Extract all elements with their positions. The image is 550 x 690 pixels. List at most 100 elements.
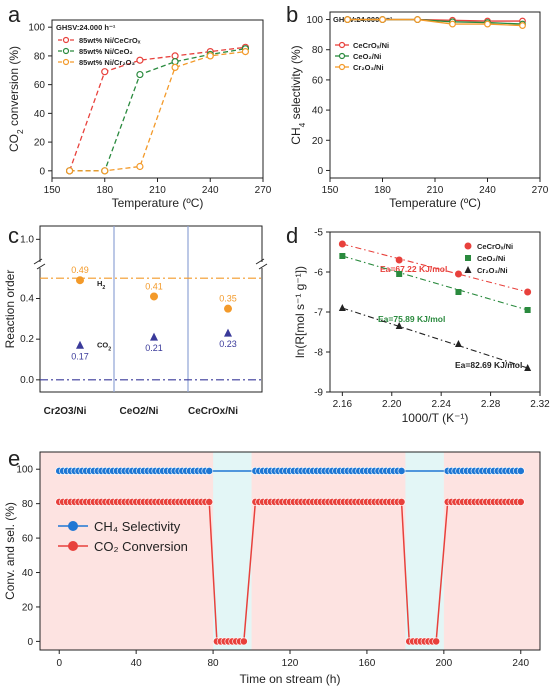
data-point (150, 292, 158, 301)
data-point (454, 270, 462, 278)
x-tick-label: 2.24 (431, 399, 451, 410)
x-tick-label: 200 (436, 658, 453, 669)
x-tick-label: 270 (532, 185, 549, 196)
y-axis-title: Reaction order (3, 270, 17, 349)
x-tick-label: 0 (56, 658, 62, 669)
label-part: CO (97, 340, 108, 349)
y-axis-title: CH4 selectivity (%) (289, 45, 307, 144)
y-tick-label: 40 (312, 106, 324, 117)
x-axis-title: 1000/T (K⁻¹) (402, 411, 469, 425)
y-tick-label: 60 (34, 80, 46, 91)
x-tick-label: 210 (427, 185, 444, 196)
panel-e: e 0 40 80 120 160 200 240 0 20 40 60 80 100 Time on st… (3, 446, 541, 686)
fit-line (342, 243, 528, 293)
y-tick-label: -5 (314, 228, 323, 239)
background-shade (40, 452, 540, 650)
data-point (171, 63, 179, 72)
y-tick-label: 20 (312, 136, 324, 147)
label-part: CH (289, 127, 303, 144)
data-point (239, 637, 248, 646)
label-part: 4 (297, 122, 307, 127)
fit-line (342, 255, 528, 311)
data-point (516, 467, 525, 475)
value-label: 0.35 (219, 294, 237, 304)
x-tick-label: 210 (149, 185, 166, 196)
value-label: 0.49 (71, 265, 89, 275)
data-point (524, 288, 532, 296)
legend-marker (465, 255, 471, 261)
series-line (347, 18, 523, 27)
category-label: CeCrOx/Ni (188, 406, 238, 417)
label-part: H (97, 279, 102, 288)
plot-frame (39, 225, 263, 393)
data-point (455, 289, 462, 295)
panel-letter-d: d (286, 223, 298, 248)
y-tick-label: 80 (34, 51, 46, 62)
plot-frame (329, 11, 541, 179)
y-tick-label: -6 (314, 268, 323, 279)
y-tick-label: -8 (314, 348, 323, 359)
data-point (101, 167, 109, 175)
series-label: H2 (97, 279, 105, 291)
legend-label: CeO₂/Ni (353, 52, 381, 61)
legend-marker (68, 521, 78, 531)
legend-label: Cr₂O₃/Ni (353, 63, 384, 72)
x-axis-title: Temperature (ºC) (112, 196, 204, 210)
data-point (516, 498, 525, 506)
panel-b: b 150 180 210 240 270 0 20 40 60 80 100 Temperature … (286, 2, 549, 210)
y-tick-label: 0.2 (20, 334, 34, 345)
y-tick-label: 100 (306, 15, 323, 26)
x-tick-label: 2.16 (333, 399, 353, 410)
data-point (205, 467, 214, 475)
panel-letter-a: a (8, 2, 21, 27)
data-point (224, 328, 232, 337)
data-point (136, 70, 144, 79)
data-point (395, 256, 403, 264)
axis-break-mark (255, 258, 265, 265)
panel-d: d 2.16 2.20 2.24 2.28 2.32 -9 -8 -7 -6 -5 1000/T (K… (286, 223, 550, 425)
x-tick-label: 150 (322, 185, 339, 196)
legend-label: 85wt% Ni/Cr₂O₃ (79, 58, 136, 67)
axis-break-gap (257, 262, 267, 268)
legend-label: CH₄ Selectivity (94, 519, 181, 534)
data-point (76, 340, 84, 349)
panel-letter-c: c (8, 223, 19, 248)
panel-letter-b: b (286, 2, 298, 27)
axis-break-mark (36, 263, 46, 270)
category-label: Cr2O3/Ni (44, 406, 87, 417)
panel-c: c 1.0 0.0 0.2 0.4 Cr2O3/Ni CeO2/Ni CeCrOx/Ni Rea… (3, 223, 268, 417)
data-point (136, 162, 144, 171)
y-tick-label: 20 (34, 138, 46, 149)
x-tick-label: 160 (359, 658, 376, 669)
y-axis-title: CO2 conversion (%) (7, 46, 25, 152)
legend-label: CO₂ Conversion (94, 539, 188, 554)
legend-label: Cr₂O₃/Ni (477, 266, 508, 275)
label-part: 2 (15, 129, 25, 134)
data-point (224, 304, 232, 313)
y-tick-label: 40 (22, 568, 34, 579)
data-point (338, 240, 346, 248)
data-point (339, 253, 346, 259)
label-part: 2 (102, 285, 105, 291)
data-point (524, 307, 531, 313)
y-tick-label: 0 (317, 166, 323, 177)
y-tick-label: 60 (22, 534, 34, 545)
data-point (449, 20, 456, 28)
data-point (397, 498, 406, 506)
x-tick-label: 2.20 (382, 399, 402, 410)
legend-label: CeO₂/Ni (477, 254, 505, 263)
y-tick-label: 60 (312, 75, 324, 86)
data-point (414, 16, 421, 23)
value-label: 0.21 (145, 343, 163, 353)
panel-letter-e: e (8, 446, 20, 471)
value-label: 0.41 (145, 281, 163, 291)
legend-marker (464, 242, 472, 250)
y-tick-label: 20 (22, 602, 34, 613)
y-tick-label: 0.4 (20, 294, 34, 305)
data-point (241, 47, 250, 56)
legend-marker (338, 63, 346, 71)
y-tick-label: 0 (27, 637, 33, 648)
data-point (101, 68, 109, 76)
data-point (397, 467, 406, 475)
y-tick-label: -7 (314, 308, 323, 319)
